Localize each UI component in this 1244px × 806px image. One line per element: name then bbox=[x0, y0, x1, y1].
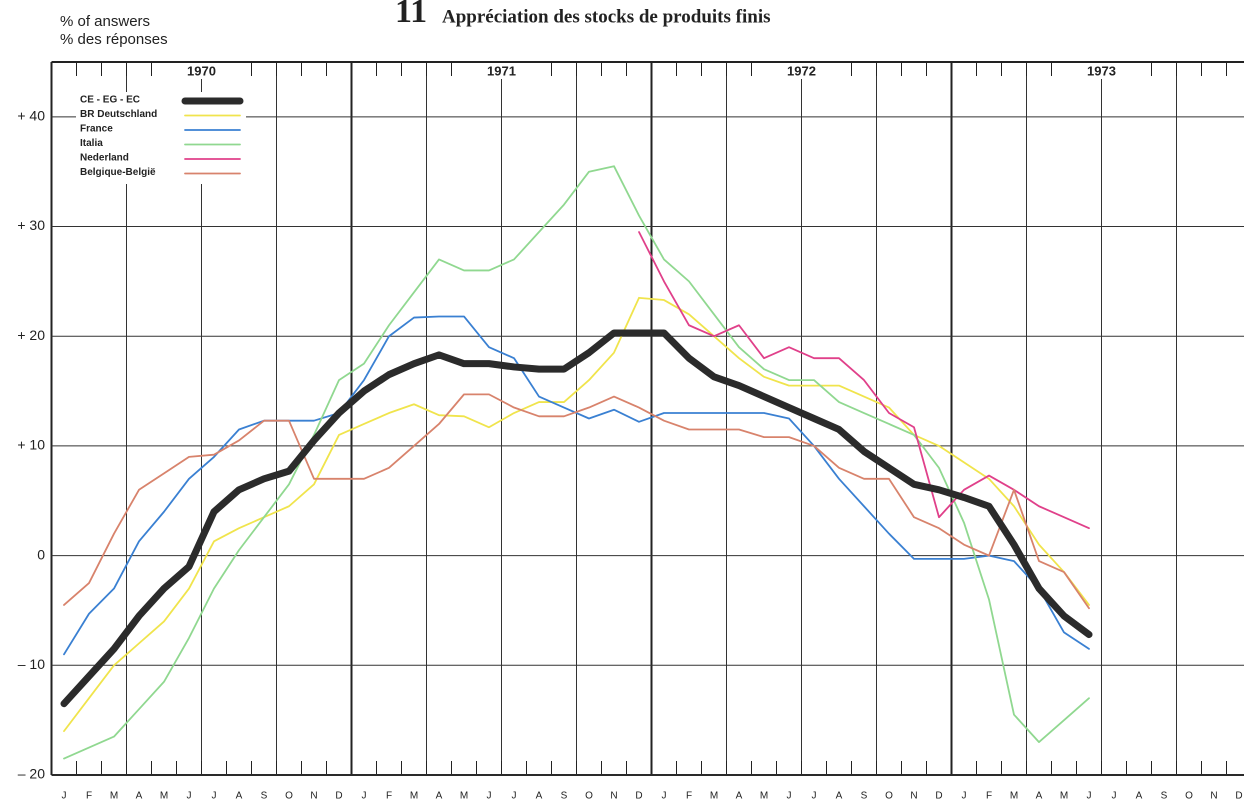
x-tick-label: O bbox=[885, 791, 893, 802]
legend-label: Italia bbox=[80, 138, 103, 149]
x-tick-label: N bbox=[310, 791, 317, 802]
x-tick-label: M bbox=[460, 791, 468, 802]
x-tick-label: A bbox=[136, 791, 143, 802]
year-label: 1972 bbox=[787, 63, 816, 78]
legend-bg bbox=[76, 92, 246, 184]
x-tick-label: A bbox=[836, 791, 843, 802]
x-tick-label: M bbox=[410, 791, 418, 802]
x-tick-label: J bbox=[962, 791, 967, 802]
legend-label: Belgique-België bbox=[80, 167, 156, 178]
title-number: 11 bbox=[395, 0, 427, 30]
year-label: 1971 bbox=[487, 63, 516, 78]
y-tick-label: + 40 bbox=[17, 108, 45, 124]
legend-label: BR Deutschland bbox=[80, 109, 157, 120]
x-tick-label: M bbox=[710, 791, 718, 802]
x-tick-label: N bbox=[610, 791, 617, 802]
x-tick-label: F bbox=[386, 791, 392, 802]
x-tick-label: S bbox=[261, 791, 268, 802]
x-tick-label: M bbox=[760, 791, 768, 802]
series-line bbox=[60, 329, 1093, 708]
x-tick-label: A bbox=[736, 791, 743, 802]
y-tick-label: – 10 bbox=[18, 656, 45, 672]
legend-label: Nederland bbox=[80, 153, 129, 164]
x-tick-label: D bbox=[935, 791, 942, 802]
year-box bbox=[1075, 63, 1128, 79]
y-tick-label: 0 bbox=[37, 546, 45, 562]
x-tick-label: A bbox=[436, 791, 443, 802]
y-tick-label: – 20 bbox=[18, 766, 45, 782]
x-tick-label: J bbox=[487, 791, 492, 802]
x-tick-label: F bbox=[86, 791, 92, 802]
y-tick-label: + 30 bbox=[17, 217, 45, 233]
x-tick-label: M bbox=[160, 791, 168, 802]
x-tick-label: J bbox=[62, 791, 67, 802]
year-box bbox=[475, 63, 528, 79]
x-tick-label: D bbox=[335, 791, 342, 802]
year-label: 1973 bbox=[1087, 63, 1116, 78]
x-tick-label: N bbox=[1210, 791, 1217, 802]
x-tick-label: J bbox=[662, 791, 667, 802]
x-tick-label: S bbox=[861, 791, 868, 802]
x-tick-label: F bbox=[986, 791, 992, 802]
x-tick-label: J bbox=[1112, 791, 1117, 802]
x-tick-label: J bbox=[812, 791, 817, 802]
y-tick-label: + 20 bbox=[17, 327, 45, 343]
x-tick-label: A bbox=[536, 791, 543, 802]
series-line bbox=[63, 296, 1090, 733]
x-tick-label: S bbox=[1161, 791, 1168, 802]
x-tick-label: S bbox=[561, 791, 568, 802]
year-label: 1970 bbox=[187, 63, 216, 78]
x-tick-label: O bbox=[585, 791, 593, 802]
x-tick-label: M bbox=[1010, 791, 1018, 802]
x-tick-label: J bbox=[187, 791, 192, 802]
x-tick-label: F bbox=[686, 791, 692, 802]
x-tick-label: M bbox=[1060, 791, 1068, 802]
x-tick-label: D bbox=[635, 791, 642, 802]
series-line bbox=[63, 393, 1090, 610]
y-label: % of answers bbox=[60, 13, 150, 30]
legend-label: CE - EG - EC bbox=[80, 95, 140, 106]
x-tick-label: D bbox=[1235, 791, 1242, 802]
y-tick-label: + 10 bbox=[17, 437, 45, 453]
chart-title: Appréciation des stocks de produits fini… bbox=[442, 6, 771, 27]
y-label: % des réponses bbox=[60, 31, 168, 48]
x-tick-label: A bbox=[1036, 791, 1043, 802]
year-box bbox=[175, 63, 228, 79]
x-tick-label: A bbox=[236, 791, 243, 802]
x-tick-label: O bbox=[1185, 791, 1193, 802]
legend-label: France bbox=[80, 124, 113, 135]
x-tick-label: J bbox=[787, 791, 792, 802]
x-tick-label: A bbox=[1136, 791, 1143, 802]
x-tick-label: J bbox=[362, 791, 367, 802]
x-tick-label: J bbox=[212, 791, 217, 802]
x-tick-label: N bbox=[910, 791, 917, 802]
series-line bbox=[638, 231, 1090, 530]
x-tick-label: J bbox=[1087, 791, 1092, 802]
year-box bbox=[775, 63, 828, 79]
x-tick-label: O bbox=[285, 791, 293, 802]
x-tick-label: J bbox=[512, 791, 517, 802]
x-tick-label: M bbox=[110, 791, 118, 802]
series-line bbox=[63, 315, 1090, 656]
